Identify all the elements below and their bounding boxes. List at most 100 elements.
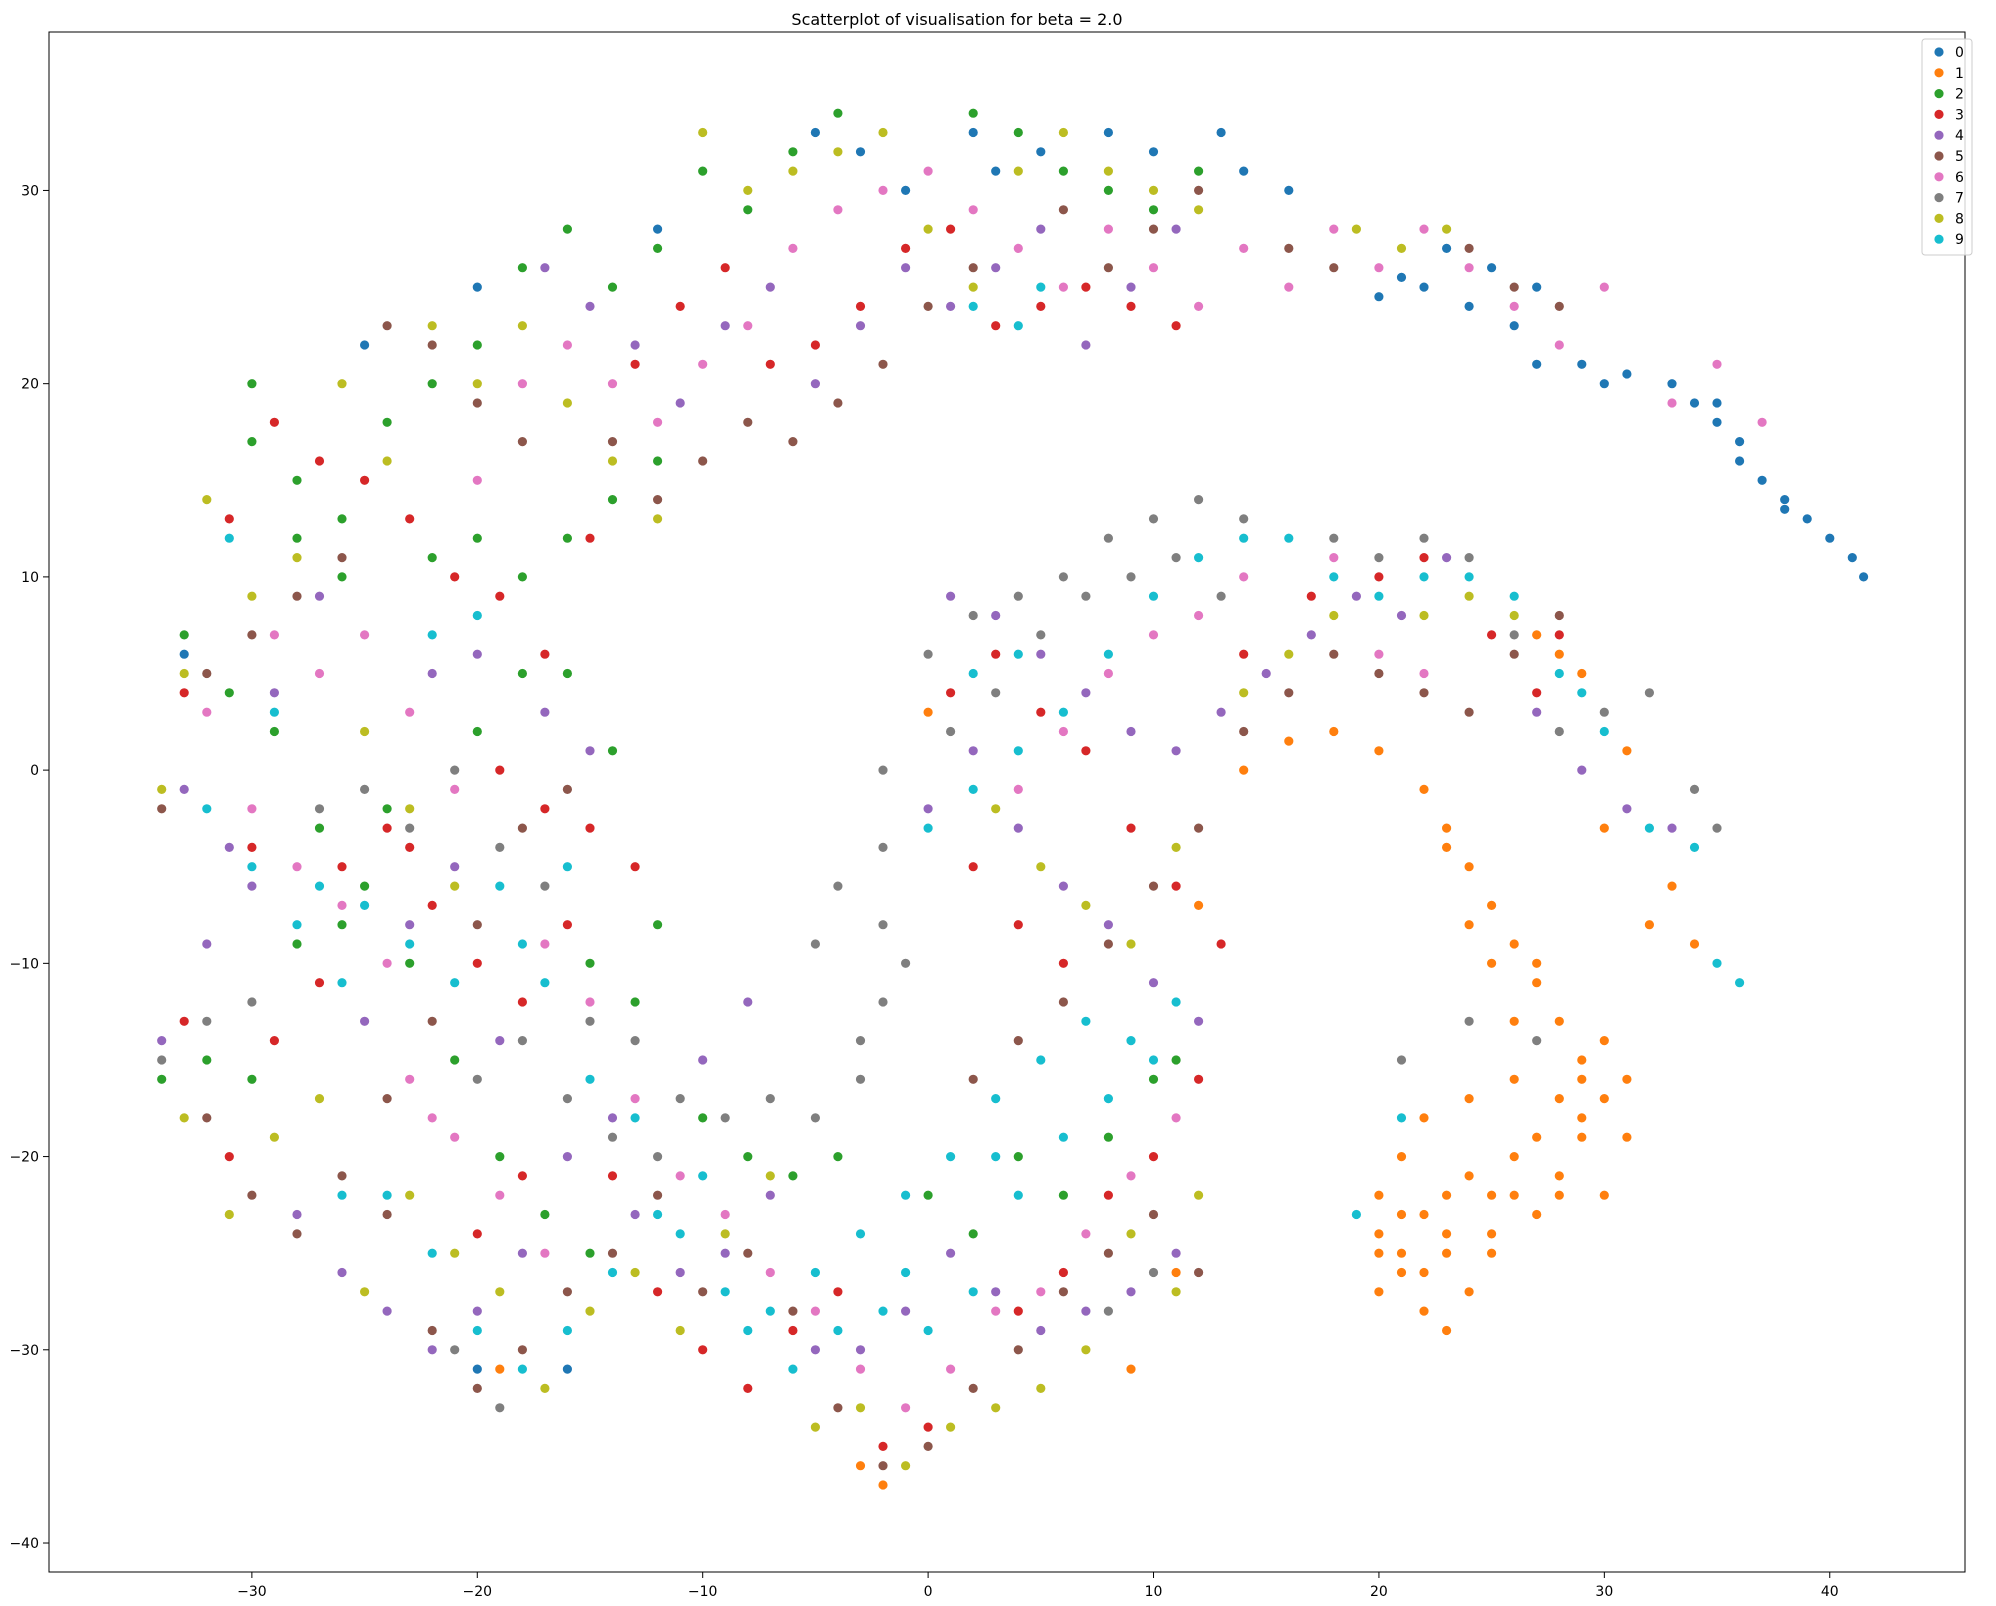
scatter-point-class-0 xyxy=(1598,378,1610,390)
scatter-point-class-5 xyxy=(1508,648,1520,660)
legend-label-9: 9 xyxy=(1955,232,1964,248)
scatter-point-class-7 xyxy=(1148,1267,1159,1278)
scatter-point-class-5 xyxy=(832,1402,844,1414)
scatter-point-class-1 xyxy=(1418,1267,1430,1278)
scatter-point-class-5 xyxy=(967,1383,979,1394)
scatter-point-class-2 xyxy=(471,726,483,737)
scatter-point-class-6 xyxy=(1012,784,1024,795)
scatter-point-class-4 xyxy=(426,1344,438,1356)
scatter-point-class-7 xyxy=(1328,532,1340,544)
scatter-point-class-6 xyxy=(449,1131,461,1143)
scatter-point-class-0 xyxy=(1486,262,1497,274)
scatter-point-class-8 xyxy=(178,1112,190,1124)
scatter-point-class-7 xyxy=(1711,822,1723,834)
scatter-point-class-9 xyxy=(268,706,280,718)
scatter-point-class-4 xyxy=(1441,552,1452,563)
scatter-point-class-9 xyxy=(967,300,979,312)
scatter-point-class-5 xyxy=(1012,1344,1024,1356)
scatter-point-class-3 xyxy=(629,358,641,370)
scatter-point-class-1 xyxy=(1621,1131,1633,1143)
scatter-point-class-2 xyxy=(246,378,258,390)
legend-marker-8 xyxy=(1933,212,1945,224)
scatter-point-class-9 xyxy=(1012,745,1024,757)
scatter-point-class-7 xyxy=(1193,494,1204,506)
scatter-point-class-1 xyxy=(1418,1209,1430,1220)
y-tick-label: −30 xyxy=(9,1343,39,1359)
scatter-point-class-5 xyxy=(1058,996,1069,1008)
scatter-point-class-8 xyxy=(336,378,348,390)
scatter-point-class-3 xyxy=(471,957,483,969)
scatter-point-class-2 xyxy=(268,726,280,737)
scatter-point-class-2 xyxy=(1148,1073,1159,1085)
scatter-point-class-9 xyxy=(652,1209,663,1220)
scatter-point-class-7 xyxy=(494,842,506,853)
scatter-point-class-6 xyxy=(1125,1170,1137,1182)
scatter-point-class-6 xyxy=(652,416,663,428)
scatter-point-class-4 xyxy=(1666,822,1678,834)
scatter-point-class-3 xyxy=(764,358,776,370)
scatter-point-class-6 xyxy=(1598,281,1610,293)
scatter-point-class-2 xyxy=(562,532,573,544)
scatter-point-class-5 xyxy=(1553,610,1565,621)
scatter-point-class-3 xyxy=(1531,687,1543,699)
scatter-point-class-4 xyxy=(855,1344,866,1356)
scatter-point-class-7 xyxy=(1508,629,1520,641)
scatter-point-class-5 xyxy=(877,1460,889,1472)
scatter-point-class-5 xyxy=(1373,668,1385,679)
scatter-point-class-8 xyxy=(697,127,709,138)
scatter-point-class-4 xyxy=(1148,977,1159,989)
scatter-point-class-5 xyxy=(787,1305,799,1317)
scatter-point-class-8 xyxy=(1351,223,1362,235)
scatter-point-class-0 xyxy=(1666,378,1678,390)
scatter-point-class-2 xyxy=(742,204,754,216)
scatter-point-class-3 xyxy=(178,1015,190,1027)
scatter-point-class-2 xyxy=(359,880,371,892)
scatter-point-class-6 xyxy=(1283,281,1295,293)
scatter-point-class-2 xyxy=(607,281,618,293)
scatter-point-class-9 xyxy=(1373,590,1385,602)
scatter-point-class-8 xyxy=(449,880,461,892)
scatter-point-class-7 xyxy=(1012,590,1024,602)
y-tick-label: −40 xyxy=(9,1536,39,1552)
scatter-point-class-4 xyxy=(607,1112,618,1124)
scatter-point-class-5 xyxy=(922,300,934,312)
scatter-point-class-6 xyxy=(1058,281,1069,293)
scatter-point-class-9 xyxy=(1012,1189,1024,1201)
scatter-point-class-2 xyxy=(697,165,709,177)
scatter-point-class-2 xyxy=(426,378,438,390)
scatter-point-class-3 xyxy=(1305,590,1317,602)
scatter-point-class-7 xyxy=(1463,1015,1475,1027)
scatter-point-class-2 xyxy=(156,1073,168,1085)
scatter-point-class-3 xyxy=(449,571,461,583)
scatter-point-class-9 xyxy=(1035,281,1047,293)
scatter-point-class-8 xyxy=(1080,900,1092,911)
scatter-point-class-3 xyxy=(1035,706,1047,718)
scatter-point-class-9 xyxy=(471,610,483,621)
scatter-point-class-3 xyxy=(1553,629,1565,641)
scatter-point-class-6 xyxy=(291,861,303,873)
scatter-point-class-8 xyxy=(471,378,483,390)
scatter-point-class-9 xyxy=(1125,1035,1137,1046)
scatter-point-class-4 xyxy=(1125,726,1137,737)
scatter-point-class-3 xyxy=(426,900,438,911)
scatter-point-class-7 xyxy=(494,1402,506,1414)
scatter-point-class-3 xyxy=(314,977,325,989)
scatter-point-class-5 xyxy=(336,1170,348,1182)
y-tick-label: 10 xyxy=(21,570,39,586)
scatter-point-class-6 xyxy=(246,803,258,815)
scatter-point-class-3 xyxy=(404,513,416,525)
scatter-point-class-9 xyxy=(494,880,506,892)
scatter-point-class-9 xyxy=(855,1228,866,1240)
scatter-point-class-6 xyxy=(742,320,754,332)
scatter-point-class-1 xyxy=(877,1479,889,1491)
scatter-point-class-1 xyxy=(1486,900,1497,911)
scatter-point-class-0 xyxy=(1148,146,1159,158)
scatter-point-class-3 xyxy=(1170,880,1182,892)
scatter-point-class-0 xyxy=(1858,571,1869,583)
scatter-point-class-5 xyxy=(652,494,663,506)
scatter-point-class-9 xyxy=(1080,1015,1092,1027)
scatter-point-class-9 xyxy=(336,1189,348,1201)
scatter-point-class-8 xyxy=(764,1170,776,1182)
scatter-point-class-7 xyxy=(1148,513,1159,525)
scatter-point-class-9 xyxy=(832,1325,844,1336)
